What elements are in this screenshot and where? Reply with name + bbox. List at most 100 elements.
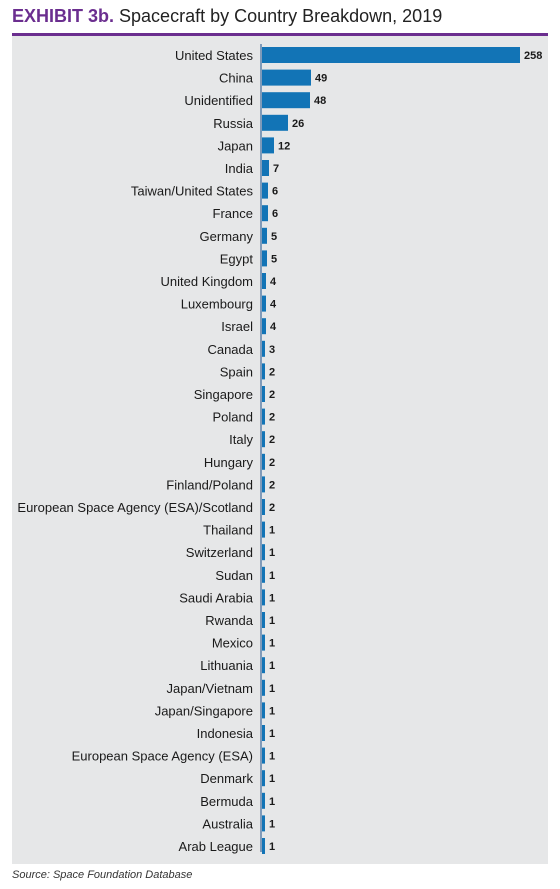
value-label-japan: 12 bbox=[278, 140, 290, 152]
category-label-hungary: Hungary bbox=[204, 455, 254, 470]
bar-arab-league bbox=[262, 838, 265, 854]
category-label-france: France bbox=[213, 206, 253, 221]
category-label-denmark: Denmark bbox=[200, 771, 253, 786]
value-label-egypt: 5 bbox=[271, 253, 277, 265]
category-label-thailand: Thailand bbox=[203, 523, 253, 538]
bar-india bbox=[262, 160, 269, 176]
bar-egypt bbox=[262, 250, 267, 267]
category-label-israel: Israel bbox=[221, 319, 253, 334]
value-label-lithuania: 1 bbox=[269, 660, 275, 672]
value-label-united-states: 258 bbox=[524, 50, 542, 62]
category-label-unidentified: Unidentified bbox=[184, 93, 253, 108]
value-label-european-space-agency-esa: 1 bbox=[269, 751, 275, 763]
value-label-france: 6 bbox=[272, 208, 278, 220]
value-label-mexico: 1 bbox=[269, 638, 275, 650]
value-label-china: 49 bbox=[315, 73, 327, 85]
value-label-thailand: 1 bbox=[269, 525, 275, 537]
category-label-indonesia: Indonesia bbox=[197, 726, 254, 741]
bar-japan-singapore bbox=[262, 702, 265, 719]
bar-mexico bbox=[262, 634, 265, 651]
bar-finland-poland bbox=[262, 476, 265, 493]
category-label-finland-poland: Finland/Poland bbox=[166, 477, 253, 492]
category-label-india: India bbox=[225, 161, 254, 176]
value-label-hungary: 2 bbox=[269, 457, 275, 469]
value-label-bermuda: 1 bbox=[269, 796, 275, 808]
bar-canada bbox=[262, 340, 265, 357]
value-label-saudi-arabia: 1 bbox=[269, 592, 275, 604]
bar-european-space-agency-esa bbox=[262, 747, 265, 764]
category-label-european-space-agency-esa: European Space Agency (ESA) bbox=[72, 749, 253, 764]
value-label-russia: 26 bbox=[292, 118, 304, 130]
bar-united-kingdom bbox=[262, 273, 266, 289]
value-label-denmark: 1 bbox=[269, 773, 275, 785]
value-label-switzerland: 1 bbox=[269, 547, 275, 559]
bar-european-space-agency-esa-scotland bbox=[262, 499, 265, 515]
value-label-germany: 5 bbox=[271, 231, 277, 243]
category-label-united-states: United States bbox=[175, 48, 254, 63]
bar-chart: United States 258 China 49 Unidentified 48 Rus… bbox=[17, 44, 542, 854]
category-label-japan: Japan bbox=[218, 138, 253, 153]
value-label-japan-singapore: 1 bbox=[269, 705, 275, 717]
value-label-rwanda: 1 bbox=[269, 615, 275, 627]
chart-panel: United States 258 China 49 Unidentified 48 Rus… bbox=[12, 36, 548, 864]
bar-japan-vietnam bbox=[262, 679, 265, 696]
bar-israel bbox=[262, 318, 266, 335]
bar-australia bbox=[262, 815, 265, 832]
category-label-lithuania: Lithuania bbox=[200, 658, 254, 673]
chart-title: Spacecraft by Country Breakdown, 2019 bbox=[119, 6, 443, 26]
category-label-united-kingdom: United Kingdom bbox=[161, 274, 254, 289]
category-label-japan-vietnam: Japan/Vietnam bbox=[167, 681, 254, 696]
category-label-taiwan-united-states: Taiwan/United States bbox=[131, 184, 254, 199]
bar-denmark bbox=[262, 770, 265, 787]
bar-thailand bbox=[262, 521, 265, 538]
bar-japan bbox=[262, 137, 274, 154]
bar-indonesia bbox=[262, 725, 265, 741]
bar-france bbox=[262, 205, 268, 222]
bar-saudi-arabia bbox=[262, 589, 265, 606]
value-label-japan-vietnam: 1 bbox=[269, 683, 275, 695]
bar-poland bbox=[262, 408, 265, 425]
value-label-indonesia: 1 bbox=[269, 728, 275, 740]
value-label-israel: 4 bbox=[270, 321, 277, 333]
bar-italy bbox=[262, 431, 265, 448]
category-label-switzerland: Switzerland bbox=[186, 545, 253, 560]
value-label-australia: 1 bbox=[269, 818, 275, 830]
category-label-russia: Russia bbox=[213, 116, 254, 131]
value-label-india: 7 bbox=[273, 163, 279, 175]
category-label-egypt: Egypt bbox=[220, 251, 254, 266]
category-label-spain: Spain bbox=[220, 364, 253, 379]
value-label-italy: 2 bbox=[269, 434, 275, 446]
category-label-arab-league: Arab League bbox=[179, 839, 253, 854]
value-label-poland: 2 bbox=[269, 412, 275, 424]
category-label-european-space-agency-esa-scotland: European Space Agency (ESA)/Scotland bbox=[17, 500, 253, 515]
category-label-mexico: Mexico bbox=[212, 636, 253, 651]
value-label-unidentified: 48 bbox=[314, 95, 326, 107]
bar-sudan bbox=[262, 566, 265, 583]
bar-china bbox=[262, 69, 311, 86]
category-label-saudi-arabia: Saudi Arabia bbox=[179, 590, 253, 605]
value-label-singapore: 2 bbox=[269, 389, 275, 401]
value-label-finland-poland: 2 bbox=[269, 479, 275, 491]
source-note: Source: Space Foundation Database bbox=[12, 869, 193, 881]
value-label-sudan: 1 bbox=[269, 570, 275, 582]
value-label-european-space-agency-esa-scotland: 2 bbox=[269, 502, 275, 514]
bar-russia bbox=[262, 114, 288, 131]
category-label-rwanda: Rwanda bbox=[205, 613, 253, 628]
bar-switzerland bbox=[262, 544, 265, 561]
category-label-japan-singapore: Japan/Singapore bbox=[155, 703, 253, 718]
bar-united-states bbox=[262, 47, 520, 63]
value-label-canada: 3 bbox=[269, 344, 275, 356]
category-label-canada: Canada bbox=[207, 342, 253, 357]
category-label-luxembourg: Luxembourg bbox=[181, 297, 253, 312]
header-rule bbox=[12, 33, 548, 36]
category-label-china: China bbox=[219, 71, 254, 86]
bar-spain bbox=[262, 363, 265, 380]
exhibit-label: EXHIBIT 3b. bbox=[12, 6, 115, 26]
bar-luxembourg bbox=[262, 295, 266, 312]
bar-unidentified bbox=[262, 92, 310, 109]
value-label-arab-league: 1 bbox=[269, 841, 275, 853]
bar-bermuda bbox=[262, 792, 265, 809]
category-label-bermuda: Bermuda bbox=[200, 794, 254, 809]
bar-rwanda bbox=[262, 612, 265, 628]
value-label-luxembourg: 4 bbox=[270, 299, 277, 311]
